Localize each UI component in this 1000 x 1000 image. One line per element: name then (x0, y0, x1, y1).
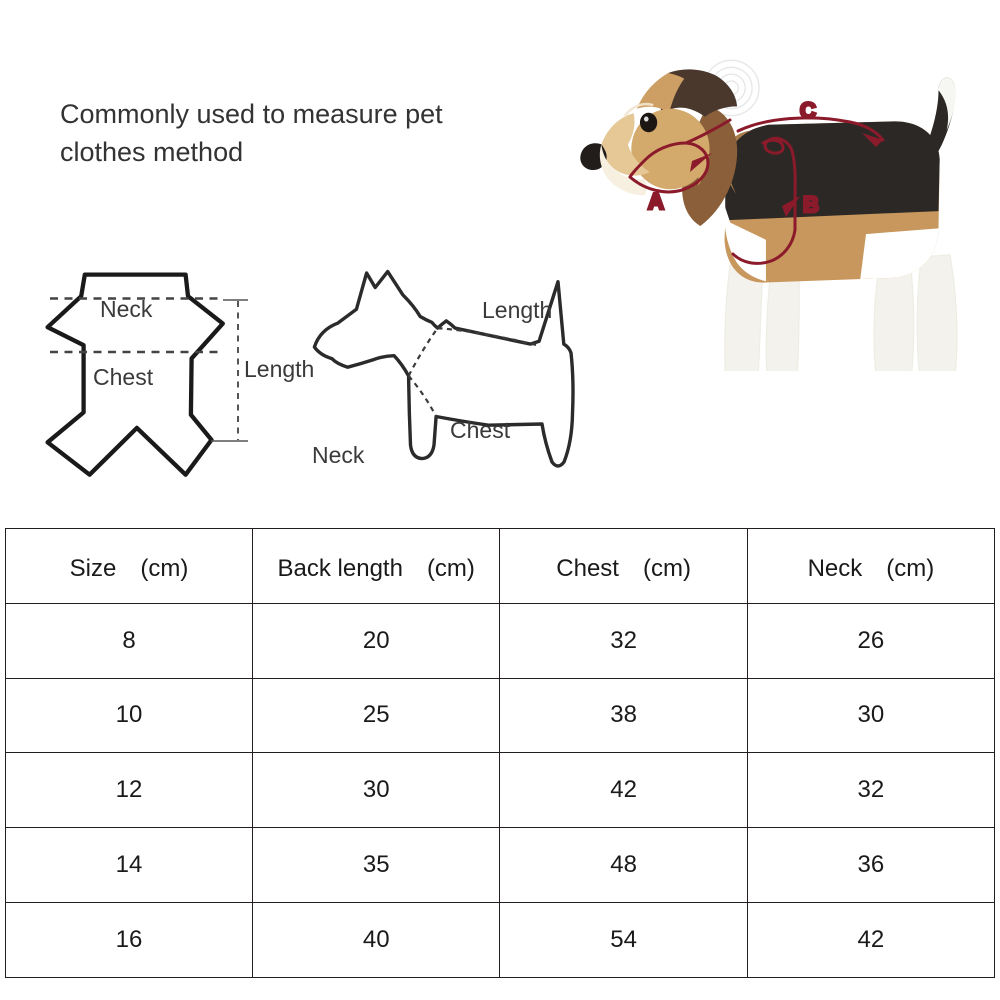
svg-text:C: C (800, 98, 816, 123)
svg-text:A: A (648, 189, 664, 214)
svg-text:B: B (803, 192, 819, 217)
